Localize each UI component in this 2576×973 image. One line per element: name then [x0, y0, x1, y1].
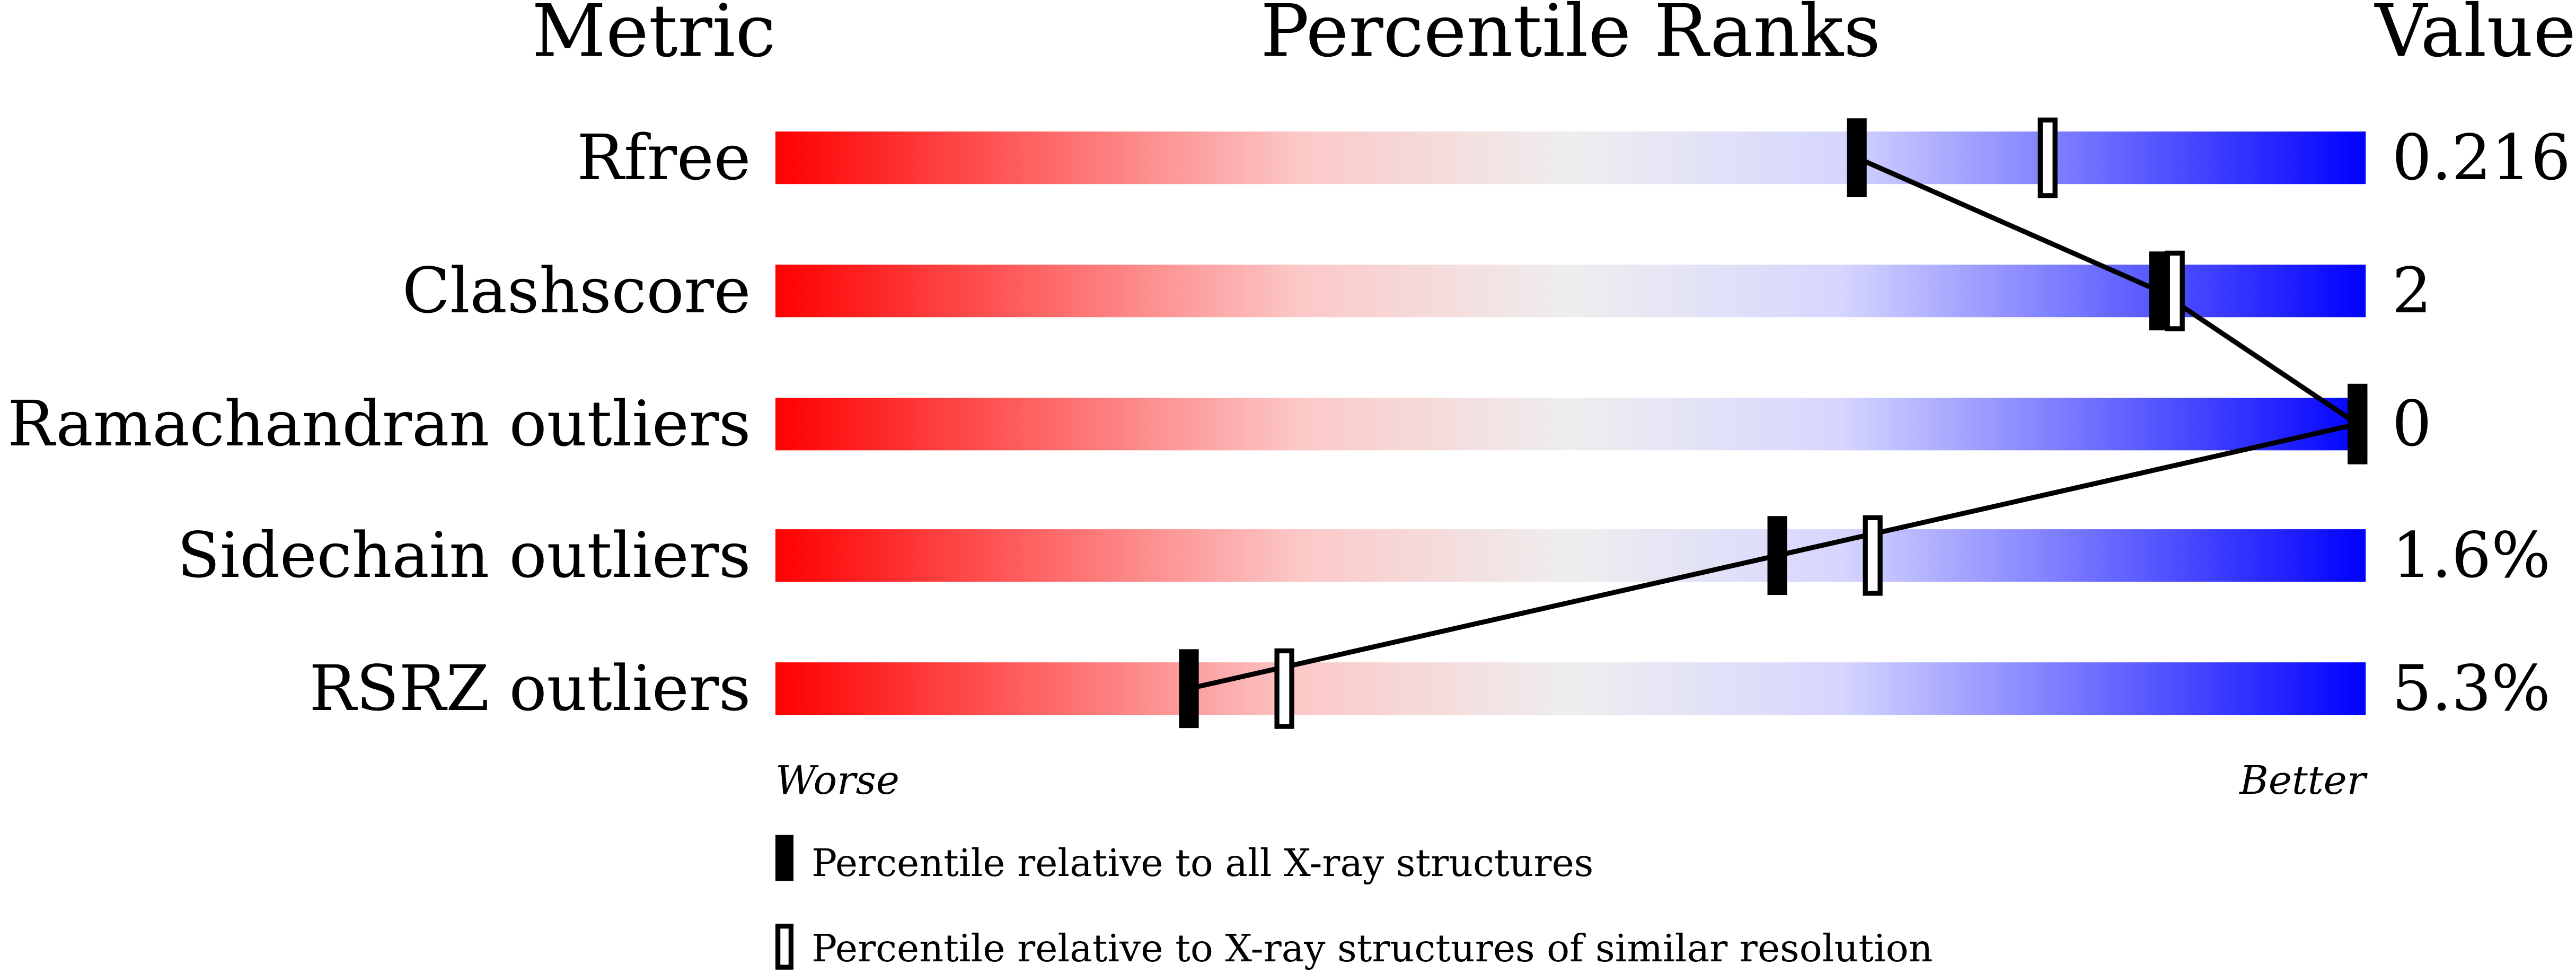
- marker-similar-resolution: [1274, 648, 1294, 729]
- marker-all-structures: [1179, 649, 1199, 729]
- marker-similar-resolution: [2037, 117, 2058, 198]
- percentile-bar: [775, 132, 2366, 185]
- marker-all-structures: [1847, 118, 1867, 197]
- metric-value: 5.3%: [2392, 652, 2551, 725]
- marker-all-structures: [2149, 251, 2169, 331]
- metric-value: 0.216: [2392, 121, 2571, 194]
- marker-all-structures: [1767, 516, 1787, 595]
- marker-all-structures: [2348, 384, 2368, 464]
- header-percentile-ranks: Percentile Ranks: [1260, 0, 1881, 73]
- percentile-bar: [775, 662, 2366, 715]
- marker-similar-resolution: [1863, 515, 1883, 596]
- legend-label-all: Percentile relative to all X-ray structu…: [811, 841, 1593, 885]
- axis-label-better: Better: [2238, 757, 2368, 803]
- legend-filled-marker: [775, 835, 794, 881]
- header-value: Value: [2374, 0, 2576, 73]
- legend-label-similar: Percentile relative to X-ray structures …: [811, 926, 1933, 970]
- percentile-bar: [775, 529, 2366, 582]
- metric-value: 2: [2392, 255, 2432, 327]
- metric-label: Clashscore: [402, 255, 751, 327]
- metric-label: RSRZ outliers: [309, 652, 751, 725]
- percentile-bar: [775, 265, 2366, 318]
- metric-label: Rfree: [577, 121, 751, 194]
- header-metric: Metric: [532, 0, 775, 73]
- metric-label: Ramachandran outliers: [7, 388, 751, 460]
- legend-open-marker: [775, 923, 794, 970]
- metric-label: Sidechain outliers: [177, 519, 751, 592]
- metric-value: 1.6%: [2392, 519, 2551, 592]
- metric-value: 0: [2392, 388, 2432, 460]
- marker-similar-resolution: [2165, 250, 2185, 331]
- percentile-bar: [775, 398, 2366, 451]
- axis-label-worse: Worse: [775, 757, 899, 803]
